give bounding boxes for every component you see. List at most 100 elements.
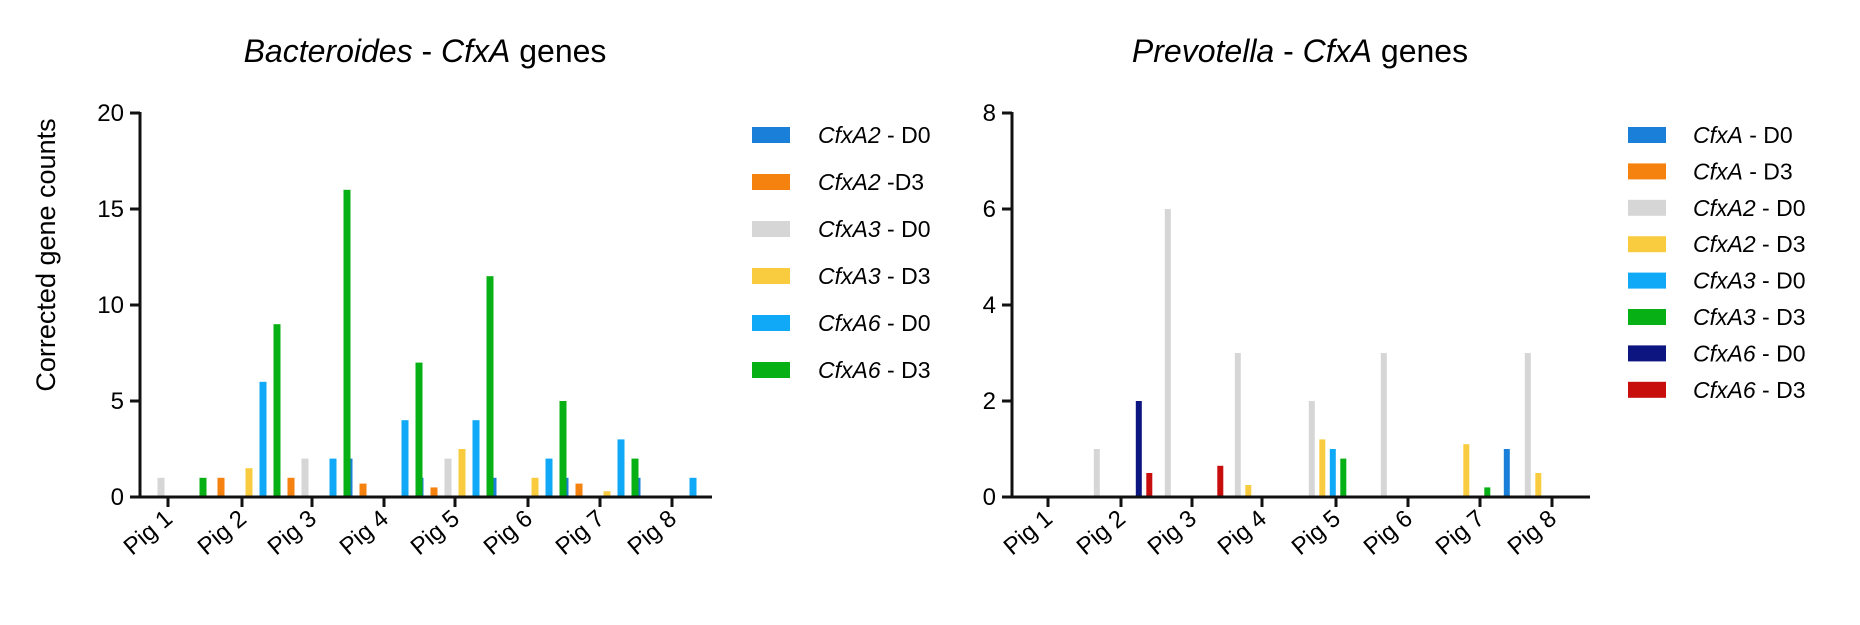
- legend-timepoint: - D0: [1756, 268, 1806, 294]
- legend-gene: CfxA3: [1693, 304, 1756, 330]
- y-tick-label: 0: [111, 484, 124, 511]
- bar: [444, 458, 452, 497]
- y-tick-label: 5: [111, 388, 124, 415]
- title-genus: Bacteroides: [244, 33, 413, 69]
- bar: [359, 483, 367, 497]
- legend-label: CfxA6 - D0: [1693, 340, 1805, 366]
- y-tick-label: 10: [97, 292, 124, 319]
- legend-label: CfxA2 - D0: [818, 122, 930, 148]
- legend-label: CfxA - D0: [1693, 122, 1793, 148]
- legend-swatch: [752, 362, 790, 378]
- title-gene: CfxA: [441, 33, 510, 69]
- bar: [1135, 401, 1142, 497]
- legend-timepoint: - D3: [1756, 304, 1806, 330]
- legend-gene: CfxA2: [818, 122, 881, 148]
- y-tick-label: 15: [97, 196, 124, 223]
- x-tick-label: Pig 5: [406, 505, 465, 561]
- legend-timepoint: - D3: [1756, 377, 1806, 403]
- bar: [1093, 449, 1100, 497]
- title-sep: -: [1274, 33, 1302, 69]
- bar: [343, 189, 351, 498]
- bar: [217, 477, 225, 497]
- legend-swatch: [1628, 199, 1666, 216]
- x-tick-label: Pig 6: [479, 505, 538, 561]
- x-tick-label: Pig 7: [1431, 505, 1490, 561]
- bar: [617, 439, 625, 497]
- legend-label: CfxA - D3: [1693, 158, 1793, 184]
- y-axis-label-left: Corrected gene counts: [31, 118, 61, 391]
- bar: [1463, 444, 1470, 497]
- bar: [199, 477, 207, 497]
- bar: [559, 401, 567, 497]
- x-tick-label: Pig 2: [1072, 505, 1131, 561]
- bar: [531, 477, 539, 497]
- legend-swatch: [1628, 127, 1666, 143]
- bar: [301, 458, 309, 497]
- bar: [545, 458, 553, 497]
- legend-swatch: [752, 174, 790, 190]
- bar: [486, 276, 494, 497]
- x-tick-label: Pig 1: [119, 505, 178, 561]
- x-tick-label: Pig 6: [1359, 505, 1418, 561]
- legend-timepoint: - D0: [1756, 340, 1806, 366]
- bar: [1164, 209, 1171, 497]
- bar: [1535, 473, 1542, 497]
- bar: [1503, 449, 1510, 497]
- legend-swatch: [752, 127, 790, 143]
- x-tick-label: Pig 8: [1503, 505, 1562, 561]
- legend-swatch: [752, 221, 790, 237]
- bar: [1524, 353, 1531, 497]
- legend-gene: CfxA3: [818, 216, 881, 242]
- x-tick-label: Pig 8: [623, 505, 682, 561]
- bar: [273, 324, 281, 497]
- legend-gene: CfxA: [1693, 158, 1743, 184]
- legend-swatch: [1628, 345, 1666, 362]
- legend-gene: CfxA6: [1693, 340, 1756, 366]
- title-rest: genes: [1372, 33, 1468, 69]
- bar: [603, 491, 611, 497]
- legend-gene: CfxA6: [818, 357, 881, 383]
- y-tick-label: 6: [983, 196, 996, 223]
- legend-timepoint: - D0: [881, 122, 931, 148]
- bar: [575, 483, 583, 497]
- x-tick-label: Pig 3: [263, 505, 322, 561]
- legend-label: CfxA3 - D3: [818, 263, 930, 289]
- legend-gene: CfxA: [1693, 122, 1743, 148]
- bar: [458, 449, 466, 497]
- legend-swatch: [1628, 163, 1666, 180]
- legend-timepoint: - D0: [881, 216, 931, 242]
- bar: [631, 458, 639, 497]
- x-tick-label: Pig 4: [335, 505, 394, 561]
- legend-label: CfxA2 - D3: [1693, 231, 1805, 257]
- bar: [689, 477, 697, 497]
- legend-gene: CfxA2: [1693, 195, 1756, 221]
- bar: [1245, 485, 1252, 497]
- plot-area-right: 0 2 4 6 8 Pig 1 Pig 2 Pig 3 Pig 4 Pig 5 Pig 6 Pig 7…: [983, 100, 1590, 561]
- legend-gene: CfxA3: [1693, 268, 1756, 294]
- x-tick-label: Pig 5: [1287, 505, 1346, 561]
- y-tick-label: 20: [97, 100, 124, 127]
- y-tick-label: 8: [983, 100, 996, 127]
- bar: [1217, 465, 1224, 497]
- legend-gene: CfxA2: [1693, 231, 1756, 257]
- legend-label: CfxA2 - D0: [1693, 195, 1805, 221]
- bar: [1234, 353, 1241, 497]
- bar: [430, 487, 438, 497]
- y-tick-label: 2: [983, 388, 996, 415]
- legend-timepoint: - D0: [1756, 195, 1806, 221]
- bar: [287, 477, 295, 497]
- legend-timepoint: - D3: [1743, 158, 1793, 184]
- legend-timepoint: -D3: [881, 169, 924, 195]
- legend-label: CfxA6 - D3: [818, 357, 930, 383]
- legend-swatch: [752, 315, 790, 331]
- bar: [1319, 439, 1326, 497]
- y-tick-label: 0: [983, 484, 996, 511]
- bar: [1484, 487, 1491, 497]
- legend-gene: CfxA6: [1693, 377, 1756, 403]
- x-tick-label: Pig 3: [1143, 505, 1202, 561]
- bar: [1308, 401, 1315, 497]
- legend-label: CfxA6 - D3: [1693, 377, 1805, 403]
- bar: [1146, 473, 1153, 497]
